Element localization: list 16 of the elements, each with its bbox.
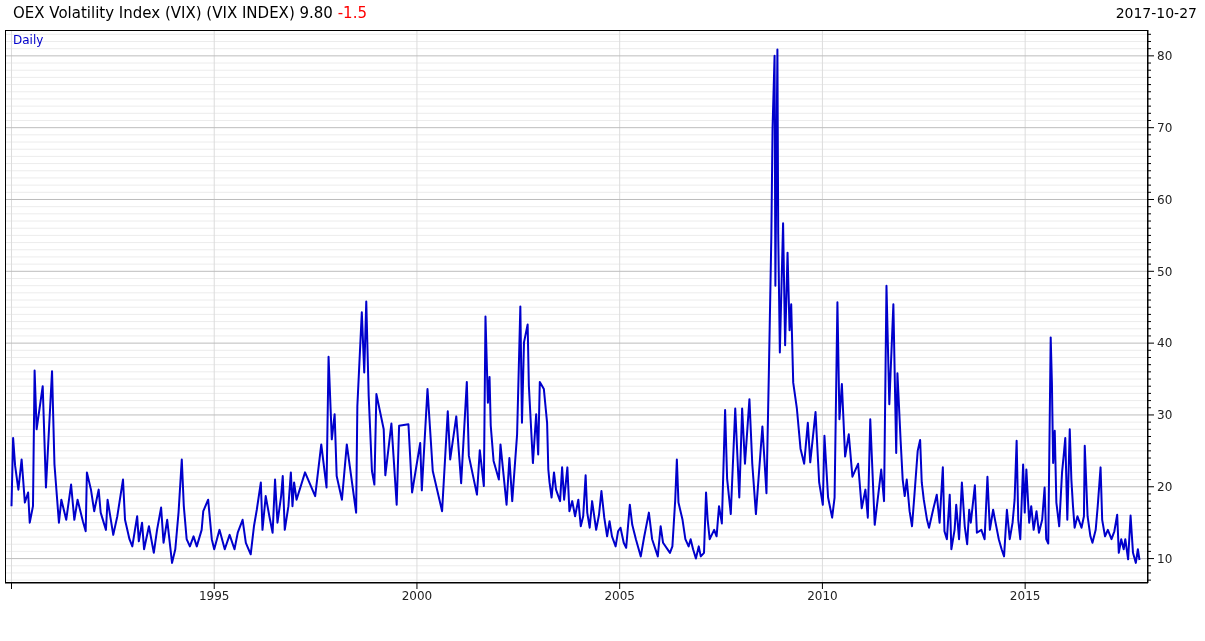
x-tick-label: 2015	[1009, 588, 1041, 603]
y-tick-label: 40	[1157, 336, 1173, 351]
x-tick-label: 2005	[604, 588, 635, 603]
x-tick-label: 1995	[198, 588, 230, 603]
y-tick-label: 30	[1157, 408, 1173, 423]
x-tick-label: 2010	[807, 588, 838, 603]
y-tick-label: 10	[1157, 551, 1173, 566]
text: 2017-10-27	[1115, 5, 1197, 21]
annotation: Daily	[13, 33, 44, 47]
x-tick-label: 2000	[401, 588, 433, 603]
y-tick-label: 20	[1157, 480, 1173, 495]
chart-title: OEX Volatility Index (VIX) (VIX INDEX) 9.80 -1.5	[13, 4, 367, 22]
y-tick-label: 80	[1157, 49, 1173, 64]
y-tick-label: 70	[1157, 120, 1173, 135]
y-tick-label: 60	[1157, 192, 1173, 207]
y-tick-label: 50	[1157, 264, 1173, 279]
